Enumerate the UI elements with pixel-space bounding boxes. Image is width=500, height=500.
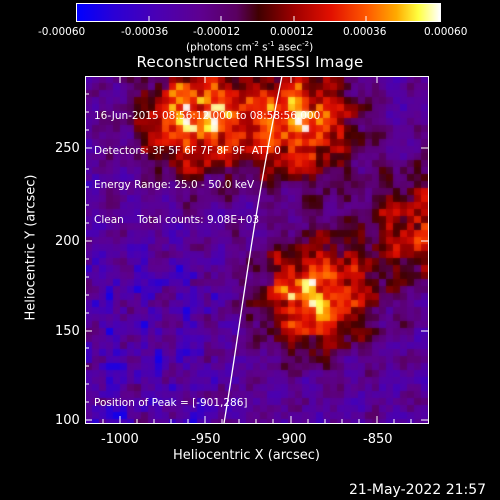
observation-info: 16-Jun-2015 08:56:12.000 to 08:58:56.000…	[94, 88, 320, 238]
colorbar-tick-6: 0.00060	[424, 26, 468, 38]
x-axis-title: Heliocentric X (arcsec)	[173, 448, 320, 463]
colorbar	[76, 3, 441, 22]
time-range: 16-Jun-2015 08:56:12.000 to 08:58:56.000	[94, 110, 321, 122]
timestamp: 21-May-2022 21:57	[349, 482, 487, 498]
energy-range: Energy Range: 25.0 - 50.0 keV	[94, 179, 255, 191]
colorbar-ticks	[76, 16, 440, 22]
colorbar-tick-2: -0.00036	[121, 26, 169, 38]
plot-frame	[85, 76, 429, 424]
x-tick-label-2: -950	[191, 432, 221, 447]
y-tick-label-2: 150	[55, 324, 80, 339]
clean-counts: Clean Total counts: 9.08E+03	[94, 213, 260, 226]
x-ticks	[102, 76, 412, 423]
y-tick-label-1: 100	[55, 413, 80, 428]
colorbar-tick-3: -0.00012	[193, 26, 241, 38]
peak-position: Position of Peak = [-901,286]	[94, 397, 248, 409]
plot-title: Reconstructed RHESSI Image	[136, 53, 364, 71]
rhessi-heatmap	[85, 76, 428, 423]
x-tick-label-4: -850	[363, 432, 393, 447]
colorbar-tick-5: 0.00036	[343, 26, 387, 38]
y-axis-title: Heliocentric Y (arcsec)	[23, 174, 39, 321]
image-area	[85, 76, 428, 423]
solar-limb	[223, 75, 283, 424]
colorbar-tick-1: -0.00060	[38, 26, 86, 38]
y-tick-label-3: 200	[55, 234, 80, 249]
detectors: Detectors: 3F 5F 6F 7F 8F 9F ATT 0	[94, 144, 281, 157]
colorbar-tick-4: 0.00012	[270, 26, 314, 38]
y-ticks	[85, 93, 428, 421]
x-tick-label-1: -1000	[101, 432, 139, 447]
y-tick-label-4: 250	[55, 141, 80, 156]
colorbar-units: (photons cm-2 s-1 asec-2)	[186, 40, 314, 54]
x-tick-label-3: -900	[277, 432, 307, 447]
